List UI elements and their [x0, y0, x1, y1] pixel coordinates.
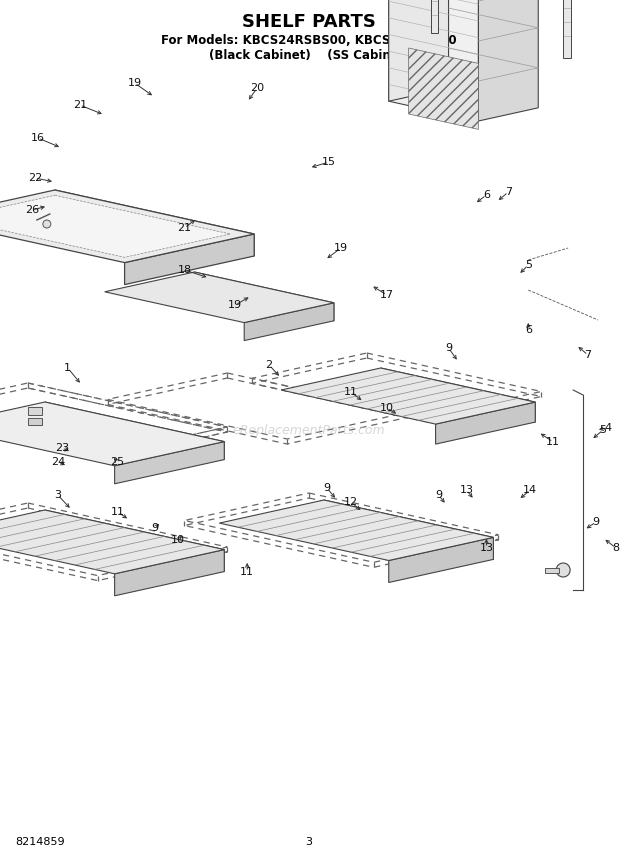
- Text: 9: 9: [435, 490, 442, 500]
- Text: 22: 22: [28, 173, 42, 183]
- Bar: [28, 418, 42, 425]
- Text: 13: 13: [479, 543, 494, 553]
- Bar: [431, 0, 438, 33]
- Polygon shape: [115, 550, 224, 596]
- Text: 8214859: 8214859: [15, 837, 64, 847]
- Text: 6: 6: [525, 325, 532, 335]
- Text: (Black Cabinet)    (SS Cabinet): (Black Cabinet) (SS Cabinet): [208, 49, 409, 62]
- Polygon shape: [244, 303, 334, 341]
- Text: SHELF PARTS: SHELF PARTS: [242, 13, 376, 31]
- Text: For Models: KBCS24RSBS00, KBCS24RSSS00: For Models: KBCS24RSBS00, KBCS24RSSS00: [161, 33, 457, 46]
- Polygon shape: [324, 500, 494, 560]
- Text: 17: 17: [379, 290, 394, 300]
- Text: 26: 26: [25, 205, 39, 215]
- Text: 5: 5: [600, 425, 606, 435]
- Bar: [545, 568, 559, 573]
- Text: 9: 9: [151, 523, 158, 533]
- Text: 19: 19: [128, 78, 141, 88]
- Text: 11: 11: [344, 387, 358, 397]
- Text: 7: 7: [505, 187, 512, 197]
- Polygon shape: [389, 0, 479, 121]
- Text: 24: 24: [51, 457, 65, 467]
- Text: 21: 21: [73, 100, 87, 110]
- Polygon shape: [389, 0, 448, 101]
- Polygon shape: [105, 272, 334, 323]
- Text: 25: 25: [110, 457, 125, 467]
- Polygon shape: [45, 402, 224, 460]
- Text: 16: 16: [31, 133, 45, 143]
- Text: eReplacementParts.com: eReplacementParts.com: [232, 424, 385, 437]
- Polygon shape: [55, 190, 254, 256]
- Text: 12: 12: [344, 497, 358, 507]
- Text: 21: 21: [177, 223, 192, 233]
- Polygon shape: [381, 368, 535, 422]
- Polygon shape: [219, 500, 494, 561]
- Text: 10: 10: [170, 535, 184, 545]
- Polygon shape: [479, 0, 538, 121]
- Text: 7: 7: [585, 350, 591, 360]
- Polygon shape: [389, 538, 494, 582]
- Text: 2: 2: [265, 360, 273, 370]
- Circle shape: [556, 563, 570, 577]
- Text: 6: 6: [483, 190, 490, 200]
- Polygon shape: [0, 190, 254, 263]
- Text: 18: 18: [177, 265, 192, 275]
- Text: 19: 19: [228, 300, 242, 310]
- Bar: [28, 407, 42, 415]
- Polygon shape: [409, 48, 479, 129]
- Text: 8: 8: [613, 543, 619, 553]
- Text: 5: 5: [525, 260, 532, 270]
- Polygon shape: [0, 402, 224, 466]
- Polygon shape: [125, 234, 254, 284]
- Text: 19: 19: [334, 243, 348, 253]
- Text: 3: 3: [306, 837, 312, 847]
- Circle shape: [43, 220, 51, 228]
- Polygon shape: [0, 195, 230, 258]
- Text: 1: 1: [64, 363, 71, 373]
- Text: 23: 23: [55, 443, 69, 453]
- Text: 9: 9: [324, 483, 330, 493]
- Text: 11: 11: [240, 567, 254, 577]
- Text: 9: 9: [593, 517, 600, 527]
- Text: 11: 11: [110, 507, 125, 517]
- Bar: [563, 0, 571, 58]
- Polygon shape: [436, 402, 535, 444]
- Text: 10: 10: [379, 403, 394, 413]
- Polygon shape: [45, 510, 224, 572]
- Text: 11: 11: [546, 437, 560, 447]
- Text: 15: 15: [322, 157, 336, 167]
- Text: 13: 13: [459, 485, 474, 495]
- Polygon shape: [281, 368, 535, 424]
- Polygon shape: [115, 442, 224, 484]
- Text: 9: 9: [445, 343, 452, 353]
- Polygon shape: [0, 510, 224, 574]
- Text: 4: 4: [604, 423, 611, 433]
- Text: 3: 3: [55, 490, 61, 500]
- Text: 20: 20: [250, 83, 264, 93]
- Polygon shape: [194, 272, 334, 321]
- Text: 14: 14: [523, 485, 538, 495]
